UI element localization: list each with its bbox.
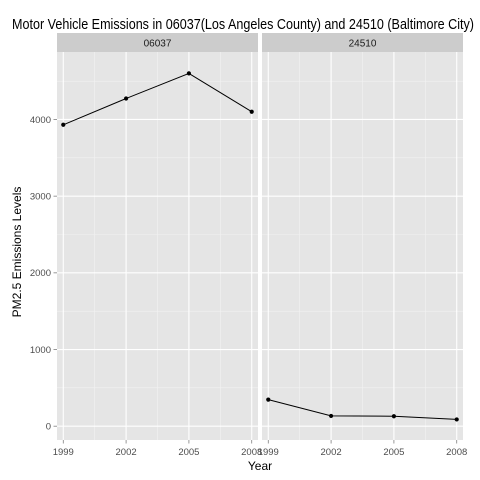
data-point-24510-2002 [328, 413, 334, 419]
x-axis-title: Year [248, 459, 272, 473]
chart-title: Motor Vehicle Emissions in 06037(Los Ang… [12, 17, 474, 33]
x-tick-label: 2005 [178, 447, 199, 458]
x-tick-label: 1999 [53, 447, 74, 458]
x-axis-06037: 1999 2002 2005 2008 [53, 440, 262, 458]
x-tick-label: 2002 [321, 447, 342, 458]
y-tick-label: 4000 [30, 115, 51, 126]
x-tick-label: 1999 [258, 447, 279, 458]
series-line-06037 [63, 72, 252, 126]
data-point-06037-2002 [123, 96, 129, 101]
facet-panels: 06037 24510 [57, 33, 463, 440]
x-tick-label: 2005 [383, 447, 404, 458]
facet-06037: 06037 [57, 33, 258, 440]
x-tick-label: 2008 [446, 447, 467, 458]
x-tick-label: 2002 [116, 447, 137, 458]
data-point-06037-2005 [186, 71, 192, 76]
data-point-24510-1999 [266, 397, 271, 402]
data-point-06037-2008 [249, 109, 254, 114]
y-tick-label: 1000 [30, 345, 51, 356]
y-tick-label: 2000 [30, 268, 51, 279]
facet-strip [262, 33, 463, 52]
y-tick-label: 3000 [30, 192, 51, 203]
facet-24510: 24510 [262, 33, 463, 440]
data-point-24510-2008 [454, 417, 459, 422]
y-tick-label: 0 [46, 422, 51, 433]
x-tick-label: 2008 [241, 447, 262, 458]
x-axis-24510: 1999 2002 2005 2008 [258, 440, 467, 458]
facet-strip [57, 33, 258, 52]
facet-strip-label: 06037 [144, 39, 172, 50]
data-point-06037-1999 [61, 122, 66, 127]
data-point-24510-2005 [391, 414, 397, 419]
facet-strip-label: 24510 [349, 39, 377, 50]
y-axis-title: PM2.5 Emissions Levels [10, 187, 24, 318]
y-axis: 0 1000 2000 3000 4000 [30, 115, 57, 433]
series-line-24510 [268, 399, 457, 420]
